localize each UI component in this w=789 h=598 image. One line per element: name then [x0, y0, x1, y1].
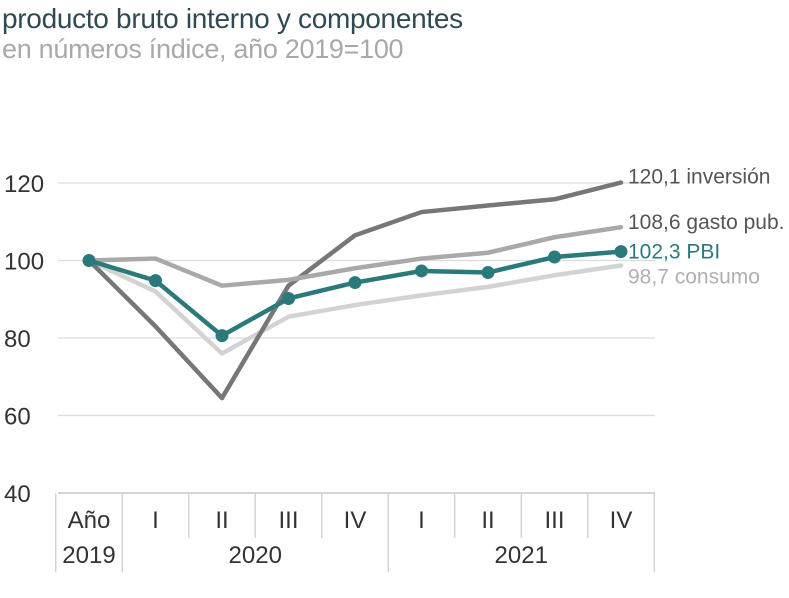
x-year-label: 2020 — [229, 542, 282, 569]
x-tick-label: I — [152, 507, 159, 534]
series-line-inversi-n — [86, 180, 624, 401]
x-tick-label: IV — [610, 507, 633, 534]
x-tick-label: II — [215, 507, 228, 534]
y-axis: 40 60 80 100 120 — [4, 171, 44, 508]
data-point — [82, 254, 96, 267]
series-line-gasto-pub- — [86, 224, 624, 288]
data-point — [149, 274, 162, 288]
x-tick-label: IV — [344, 507, 367, 534]
x-tick-label: I — [418, 507, 425, 534]
series-end-label: 120,1 inversión — [628, 166, 770, 189]
x-tick-label: Año — [68, 507, 111, 534]
y-tick-label: 80 — [4, 326, 31, 353]
data-point — [548, 250, 561, 264]
data-point — [481, 266, 495, 280]
series-line-consumo — [86, 258, 624, 356]
data-point — [415, 264, 428, 278]
y-tick-label: 40 — [4, 481, 31, 508]
x-tick-label: III — [544, 507, 564, 534]
data-point — [215, 329, 229, 343]
x-year-label: 2019 — [62, 542, 115, 569]
x-tick-label: III — [278, 507, 298, 534]
series-end-label: 98,7 consumo — [628, 266, 760, 289]
y-tick-label: 100 — [4, 249, 44, 276]
series-end-labels: 98,7 consumo 120,1 inversión 108,6 gasto p… — [628, 166, 784, 289]
data-point — [614, 245, 628, 259]
chart-title: producto bruto interno y componentes — [2, 3, 463, 34]
x-year-label: 2021 — [495, 542, 548, 569]
data-point — [282, 291, 295, 305]
chart-subtitle: en números índice, año 2019=100 — [2, 34, 404, 64]
y-tick-label: 60 — [4, 404, 31, 431]
x-tick-label: II — [481, 507, 494, 534]
gridlines — [58, 182, 655, 494]
data-point — [348, 276, 362, 290]
series-lines — [82, 180, 628, 401]
series-end-label: 102,3 PBI — [628, 241, 720, 264]
y-tick-label: 120 — [4, 171, 44, 198]
series-end-label: 108,6 gasto pub. — [628, 211, 784, 234]
